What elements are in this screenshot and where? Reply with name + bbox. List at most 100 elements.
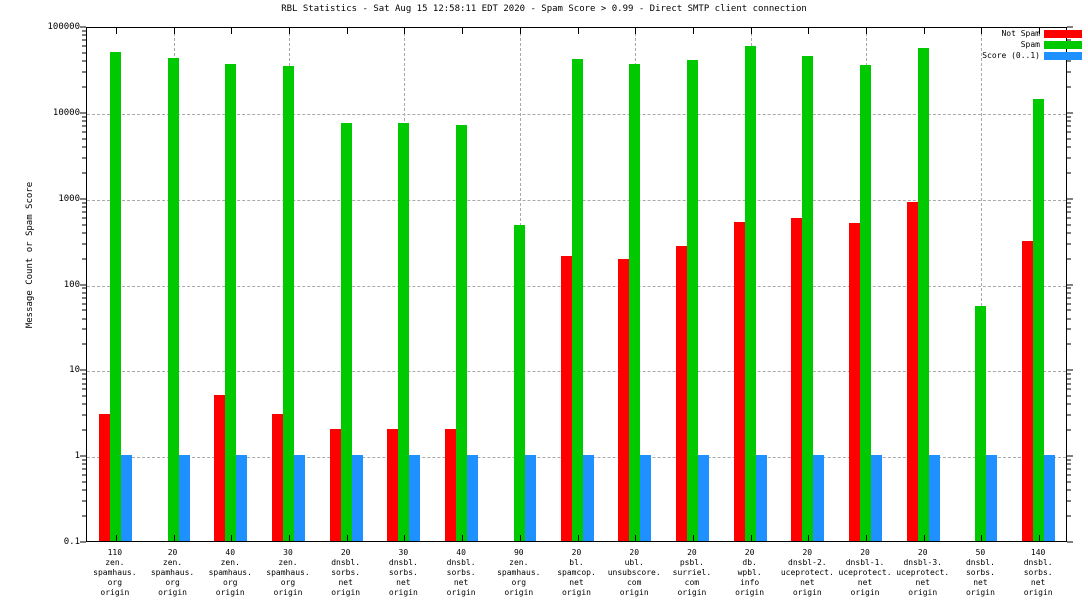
x-axis-label-line: sorbs.: [965, 568, 995, 577]
x-axis-label-line: origin: [158, 588, 187, 597]
x-axis-group-label: 20 dnsbl-3. uceprotect. net origin: [896, 548, 949, 598]
x-tick-mark-bottom: [923, 535, 925, 541]
y-tick-minor-right: [1067, 287, 1071, 289]
x-axis-label-line: 20: [571, 548, 582, 557]
bar-score-0-1: [293, 455, 305, 541]
x-tick-mark-bottom: [346, 535, 348, 541]
y-tick-label: 10: [69, 365, 80, 376]
x-axis-label-line: zen.: [509, 558, 529, 567]
bar-spam: [802, 55, 814, 541]
y-tick-minor: [82, 378, 86, 380]
y-tick-label: 100: [63, 279, 80, 290]
bar-not-spam: [98, 414, 110, 541]
bar-spam: [860, 65, 872, 541]
x-tick-mark-bottom: [462, 535, 464, 541]
chart-legend: Not Spam Spam Score (0..1): [982, 28, 1082, 61]
x-axis-label-line: dnsbl.: [331, 558, 361, 567]
y-tick-minor: [82, 243, 86, 245]
x-axis-label-line: org: [223, 578, 238, 587]
bar-score-0-1: [986, 455, 998, 541]
x-axis-label-line: dnsbl-1.: [845, 558, 885, 567]
bar-spam: [629, 64, 641, 541]
x-tick-mark-bottom: [866, 535, 868, 541]
x-axis-label-line: dnsbl.: [965, 558, 995, 567]
x-axis-label-line: db.: [742, 558, 757, 567]
bar-score-0-1: [178, 455, 190, 541]
y-tick-minor: [82, 500, 86, 502]
x-axis-label-line: 20: [744, 548, 755, 557]
bar-not-spam: [849, 222, 861, 541]
y-tick-minor: [82, 459, 86, 461]
bar-score-0-1: [120, 455, 132, 541]
y-tick-minor-right: [1067, 414, 1071, 416]
x-tick-mark: [923, 28, 925, 34]
y-tick-minor: [82, 328, 86, 330]
x-axis-label-line: origin: [965, 588, 995, 597]
y-tick-minor: [82, 383, 86, 385]
x-axis-label-line: uceprotect.: [838, 568, 892, 577]
x-tick-mark: [692, 28, 694, 34]
x-axis-label-line: 30: [283, 548, 293, 557]
x-axis-label-line: uceprotect.: [896, 568, 950, 577]
x-axis-group-label: 140 dnsbl. sorbs. net origin: [1024, 548, 1053, 598]
y-tick-minor-right: [1067, 474, 1071, 476]
x-axis-label-line: zen.: [220, 558, 240, 567]
y-tick-minor: [82, 474, 86, 476]
x-axis-label-line: origin: [273, 588, 303, 597]
x-axis-label-line: unsubscore.: [607, 568, 661, 577]
x-tick-mark-bottom: [750, 535, 752, 541]
x-axis-label-line: spamhaus.: [266, 568, 310, 577]
x-axis-label-line: net: [1030, 578, 1046, 587]
y-tick-minor: [82, 125, 86, 127]
x-axis-label-line: origin: [619, 588, 649, 597]
x-axis-label-line: spamhaus.: [208, 568, 252, 577]
y-tick-minor: [82, 202, 86, 204]
x-tick-mark: [808, 28, 810, 34]
bar-not-spam: [329, 429, 341, 541]
x-tick-mark-bottom: [288, 535, 290, 541]
x-axis-group-label: 20 db. wpbl. info origin: [735, 548, 764, 598]
bar-spam: [225, 64, 237, 541]
y-tick-minor: [82, 343, 86, 345]
y-tick-minor: [82, 429, 86, 431]
y-tick-minor: [82, 116, 86, 118]
y-tick-minor-right: [1067, 86, 1071, 88]
y-tick-mark: [80, 112, 86, 114]
bar-spam: [109, 51, 121, 541]
x-tick-mark: [288, 28, 290, 34]
y-tick-mark: [80, 455, 86, 457]
chart-title: RBL Statistics - Sat Aug 15 12:58:11 EDT…: [281, 4, 807, 14]
y-tick-minor-right: [1067, 343, 1071, 345]
bar-spam: [744, 46, 756, 541]
x-axis-label-line: uceprotect.: [780, 568, 834, 577]
y-tick-mark: [80, 541, 86, 543]
y-tick-minor-right: [1067, 217, 1071, 219]
x-axis-label-line: com: [684, 578, 700, 587]
y-tick-minor: [82, 292, 86, 294]
y-tick-minor: [82, 146, 86, 148]
y-tick-mark-right: [1067, 284, 1073, 285]
x-axis-label-line: wpbl.: [737, 568, 762, 577]
x-axis-group-label: 20 bl. spamcop. net origin: [557, 548, 596, 598]
legend-item: Spam: [982, 39, 1082, 50]
bar-not-spam: [791, 217, 803, 541]
x-axis-label-line: 110: [107, 548, 123, 557]
y-tick-label: 10000: [52, 107, 80, 118]
x-tick-mark-bottom: [173, 535, 175, 541]
x-axis-label-line: 20: [340, 548, 351, 557]
bar-not-spam: [387, 429, 399, 541]
y-tick-minor: [82, 463, 86, 465]
bar-spam: [282, 66, 294, 541]
x-axis-label-line: origin: [100, 588, 130, 597]
x-axis-label-line: dnsbl-3.: [903, 558, 942, 567]
y-tick-minor-right: [1067, 373, 1071, 375]
bar-score-0-1: [236, 455, 248, 541]
x-tick-mark: [462, 28, 464, 34]
y-tick-minor: [82, 303, 86, 305]
x-axis-group-label: 20 dnsbl-1. uceprotect. net origin: [839, 548, 892, 598]
y-tick-minor-right: [1067, 172, 1071, 174]
bar-not-spam: [906, 201, 918, 541]
bar-spam: [571, 59, 583, 541]
y-tick-mark-right: [1067, 455, 1073, 457]
